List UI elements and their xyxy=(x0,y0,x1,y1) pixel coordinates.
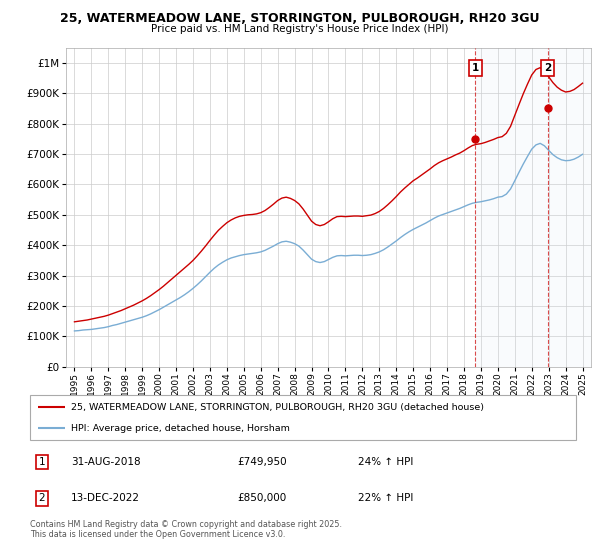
Text: 2: 2 xyxy=(38,493,46,503)
FancyBboxPatch shape xyxy=(30,395,576,440)
Text: Price paid vs. HM Land Registry's House Price Index (HPI): Price paid vs. HM Land Registry's House … xyxy=(151,24,449,34)
Text: 2: 2 xyxy=(544,63,551,73)
Text: HPI: Average price, detached house, Horsham: HPI: Average price, detached house, Hors… xyxy=(71,424,290,433)
Text: 1: 1 xyxy=(38,457,46,467)
Text: 31-AUG-2018: 31-AUG-2018 xyxy=(71,457,140,467)
Bar xyxy=(475,48,591,367)
Text: Contains HM Land Registry data © Crown copyright and database right 2025.
This d: Contains HM Land Registry data © Crown c… xyxy=(30,520,342,539)
Text: 24% ↑ HPI: 24% ↑ HPI xyxy=(358,457,413,467)
Text: 1: 1 xyxy=(472,63,479,73)
Text: 25, WATERMEADOW LANE, STORRINGTON, PULBOROUGH, RH20 3GU (detached house): 25, WATERMEADOW LANE, STORRINGTON, PULBO… xyxy=(71,403,484,412)
Text: 13-DEC-2022: 13-DEC-2022 xyxy=(71,493,140,503)
Text: £850,000: £850,000 xyxy=(238,493,287,503)
Text: 25, WATERMEADOW LANE, STORRINGTON, PULBOROUGH, RH20 3GU: 25, WATERMEADOW LANE, STORRINGTON, PULBO… xyxy=(60,12,540,25)
Text: 22% ↑ HPI: 22% ↑ HPI xyxy=(358,493,413,503)
Text: £749,950: £749,950 xyxy=(238,457,287,467)
